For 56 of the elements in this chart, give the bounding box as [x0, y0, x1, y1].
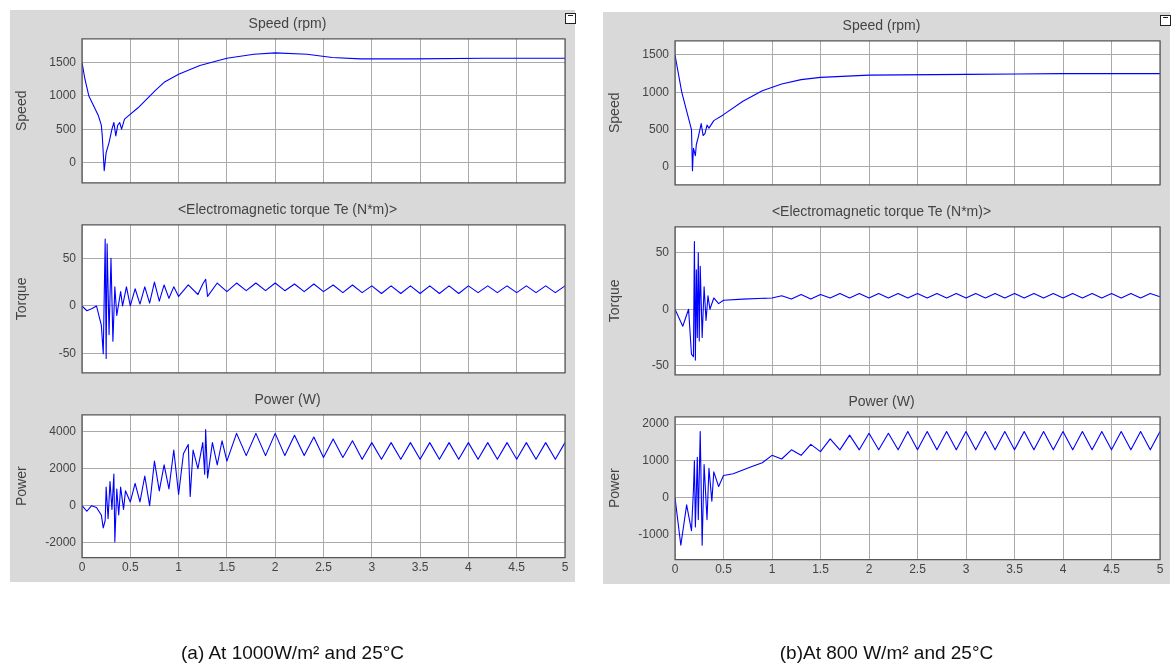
y-tick-label: 0: [69, 298, 77, 313]
y-tick-label: -50: [58, 346, 77, 361]
chart-title: Power (W): [848, 393, 915, 410]
x-tick-label: 4.5: [508, 560, 526, 575]
y-tick-label: 0: [662, 489, 670, 504]
y-tick-label: 1500: [49, 54, 77, 69]
y-tick-label: 2000: [642, 416, 670, 431]
x-tick-label: 2: [271, 560, 279, 575]
x-tick-label: 3.5: [411, 560, 429, 575]
y-tick-label: 1000: [49, 88, 77, 103]
x-tick-label: 3.5: [1006, 562, 1024, 577]
y-axis-title: Power: [13, 466, 30, 507]
y-tick-label: -2000: [45, 535, 77, 550]
y-tick-label: 0: [662, 159, 670, 174]
y-tick-label: 0: [69, 497, 77, 512]
x-tick-label: 2.5: [315, 560, 333, 575]
chart-title: Speed (rpm): [842, 17, 921, 34]
x-tick-label: 5: [561, 560, 569, 575]
y-tick-label: 50: [655, 245, 670, 260]
x-tick-label: 0.5: [121, 560, 139, 575]
y-axis-title: Torque: [13, 277, 30, 321]
x-tick-label: 3: [368, 560, 376, 575]
chart-title: <Electromagnetic torque Te (N*m)>: [177, 201, 398, 218]
y-tick-label: 0: [69, 155, 77, 170]
text: (b)At 800 W/m² and 25°C: [778, 642, 995, 664]
x-tick-label: 4.5: [1103, 562, 1121, 577]
y-tick-label: 500: [55, 121, 77, 136]
x-tick-label: 2.5: [909, 562, 927, 577]
x-tick-label: 4: [1059, 562, 1067, 577]
x-tick-label: 1: [175, 560, 183, 575]
y-tick-label: 50: [62, 250, 77, 265]
x-tick-label: 1: [768, 562, 776, 577]
x-tick-label: 0.5: [715, 562, 733, 577]
chart-title: <Electromagnetic torque Te (N*m)>: [771, 203, 992, 220]
y-tick-label: 1000: [642, 84, 670, 99]
x-tick-label: 1.5: [218, 560, 236, 575]
x-tick-label: 5: [1156, 562, 1164, 577]
y-tick-label: 1000: [642, 453, 670, 468]
y-axis-title: Power: [606, 468, 623, 509]
text: (a) At 1000W/m² and 25°C: [180, 642, 405, 664]
y-tick-label: 4000: [49, 423, 77, 438]
y-axis-title: Torque: [606, 279, 623, 323]
y-tick-label: -1000: [638, 526, 670, 541]
y-axis-title: Speed: [606, 92, 623, 134]
y-tick-label: 1500: [642, 47, 670, 62]
y-axis-title: Speed: [13, 90, 30, 132]
x-tick-label: 4: [465, 560, 473, 575]
y-tick-label: -50: [651, 358, 670, 373]
chart-title: Power (W): [254, 391, 321, 408]
x-tick-label: 2: [865, 562, 873, 577]
x-tick-label: 1.5: [812, 562, 830, 577]
x-tick-label: 3: [962, 562, 970, 577]
y-tick-label: 0: [662, 301, 670, 316]
y-tick-label: 2000: [49, 460, 77, 475]
y-tick-label: 500: [648, 121, 670, 136]
chart-title: Speed (rpm): [248, 15, 327, 32]
